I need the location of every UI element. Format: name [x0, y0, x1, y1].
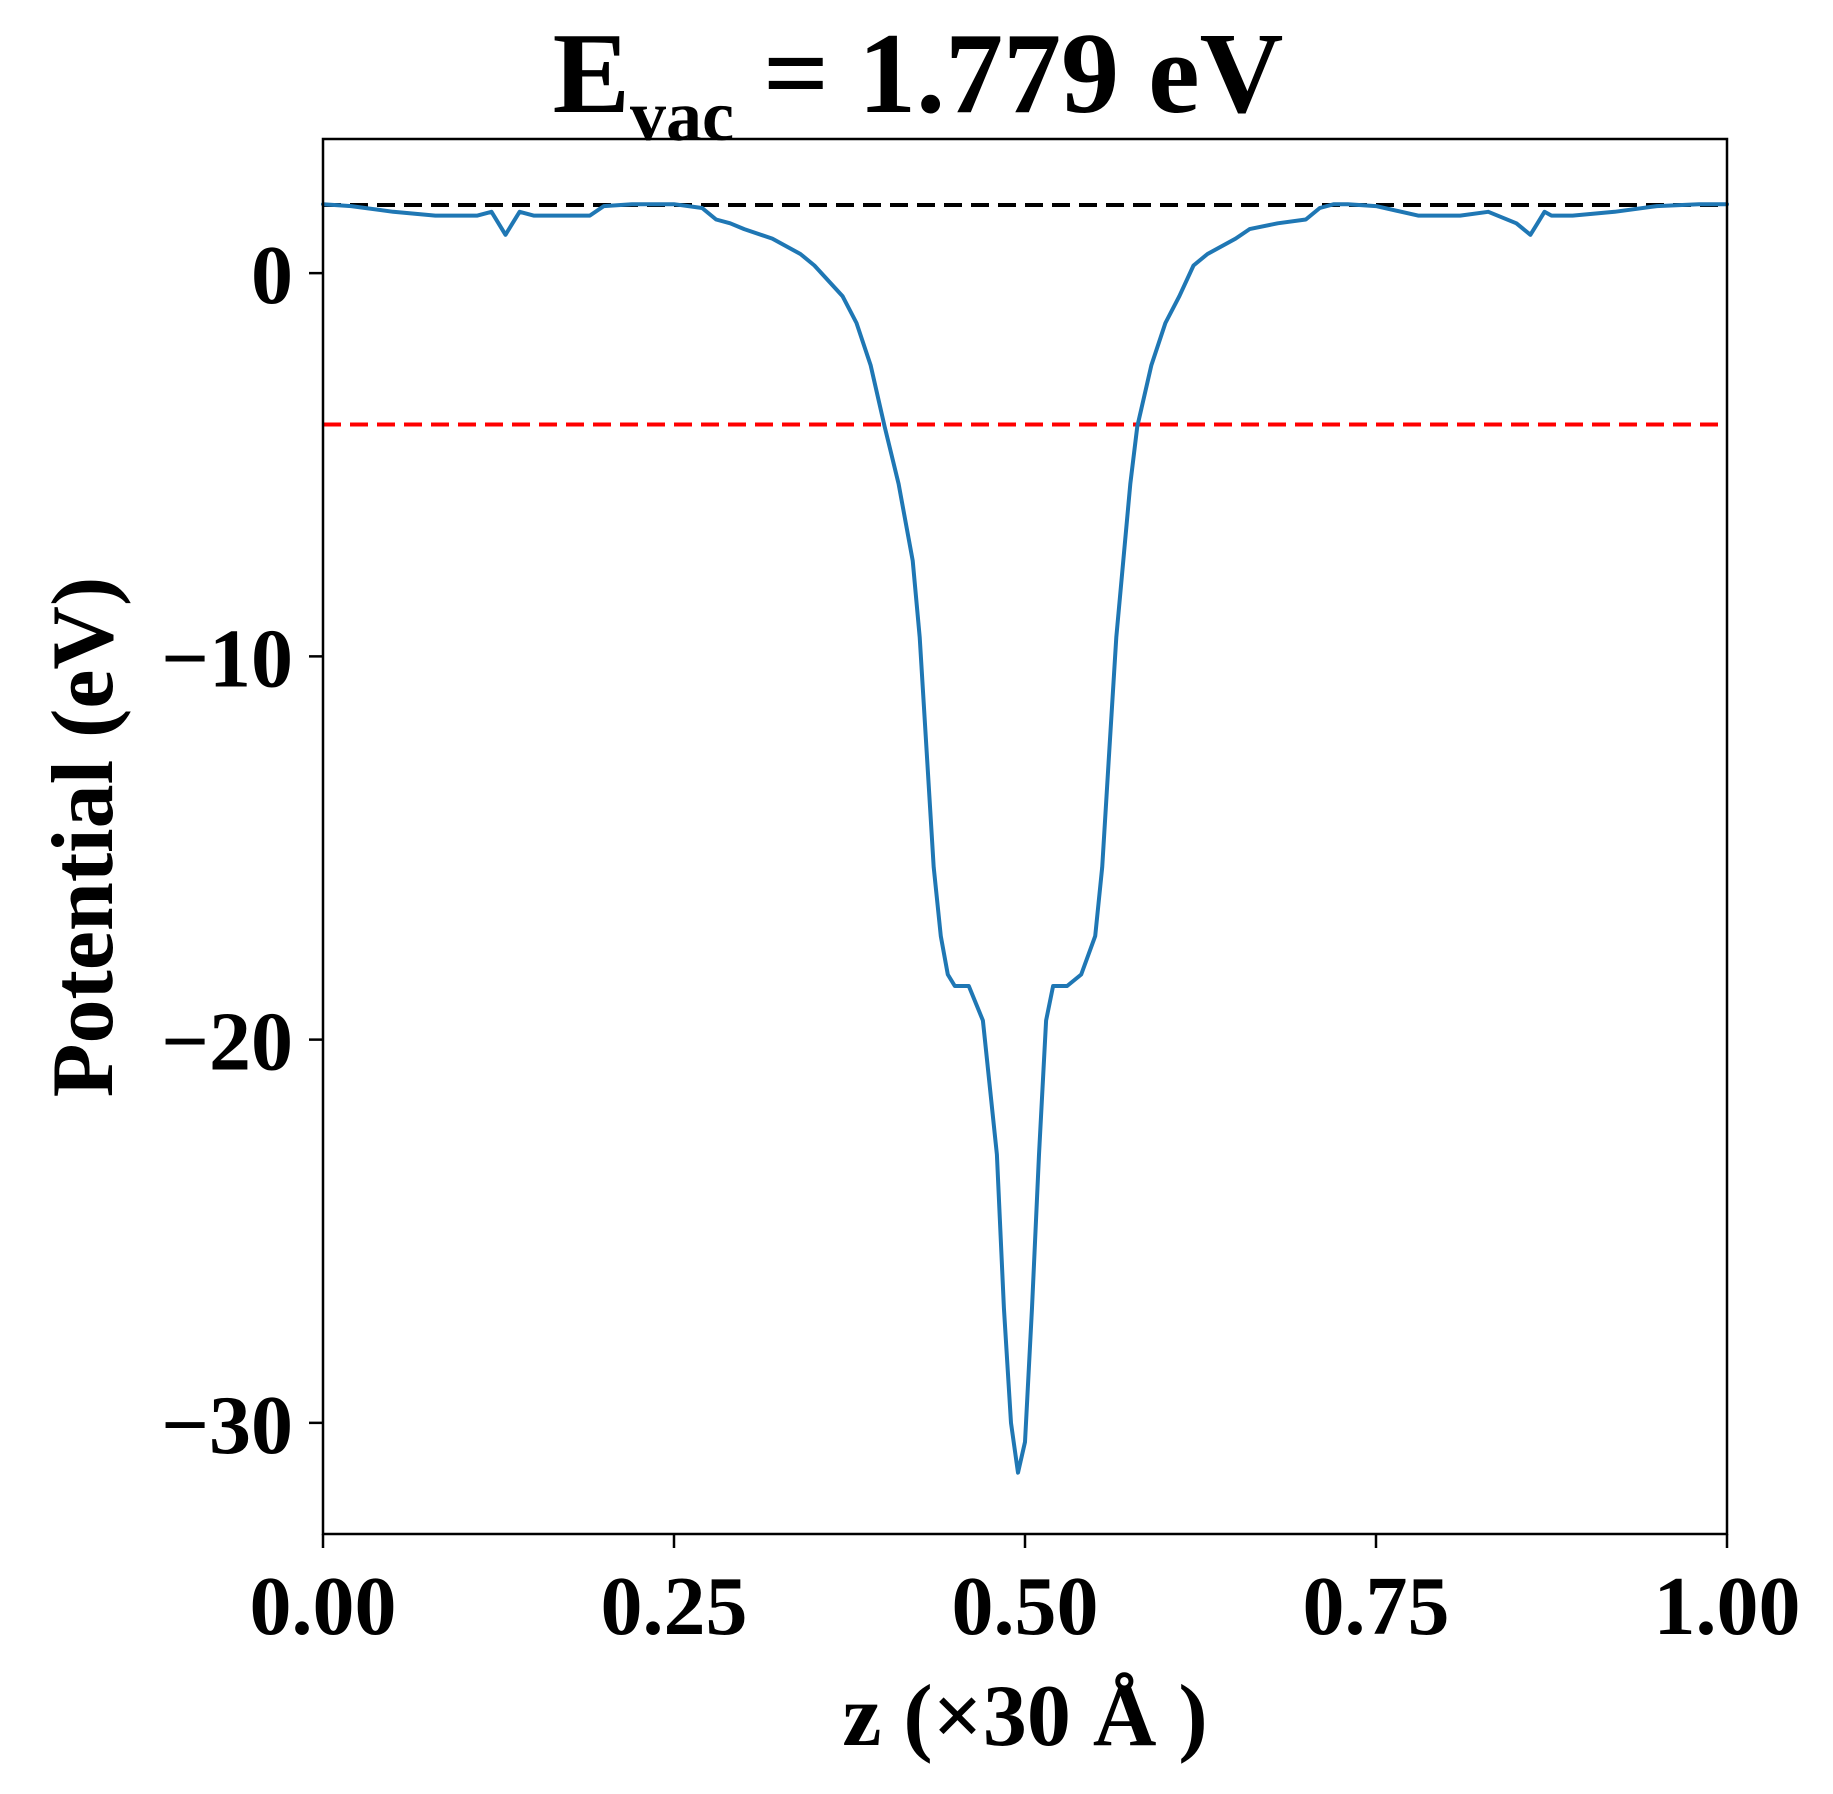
x-axis-ticks: 0.00 0.25 0.50 0.75 1.00	[250, 1534, 1801, 1653]
y-tick-label: −10	[161, 612, 293, 705]
title-subscript: vac	[630, 76, 734, 156]
axes-frame	[321, 137, 1729, 1536]
y-tick-label: 0	[251, 229, 293, 322]
x-tick-label: 0.25	[601, 1560, 748, 1653]
x-tick-label: 0.75	[1303, 1560, 1450, 1653]
x-tick-label: 1.00	[1654, 1560, 1801, 1653]
y-axis-label: Potential (eV)	[35, 577, 132, 1097]
series-line-0	[321, 202, 1729, 1475]
x-tick-label: 0.00	[250, 1560, 397, 1653]
title-rest: = 1.779 eV	[734, 10, 1283, 138]
x-axis-label: z (×30 Å )	[842, 1668, 1207, 1765]
x-tick-label: 0.50	[952, 1560, 1099, 1653]
y-axis-ticks: 0 −10 −20 −30	[161, 229, 323, 1472]
chart-title: Evac = 1.779 eV	[553, 10, 1284, 156]
plot-area	[321, 202, 1729, 1475]
y-tick-label: −30	[161, 1379, 293, 1472]
title-main: E	[553, 10, 630, 138]
y-tick-label: −20	[161, 996, 293, 1089]
